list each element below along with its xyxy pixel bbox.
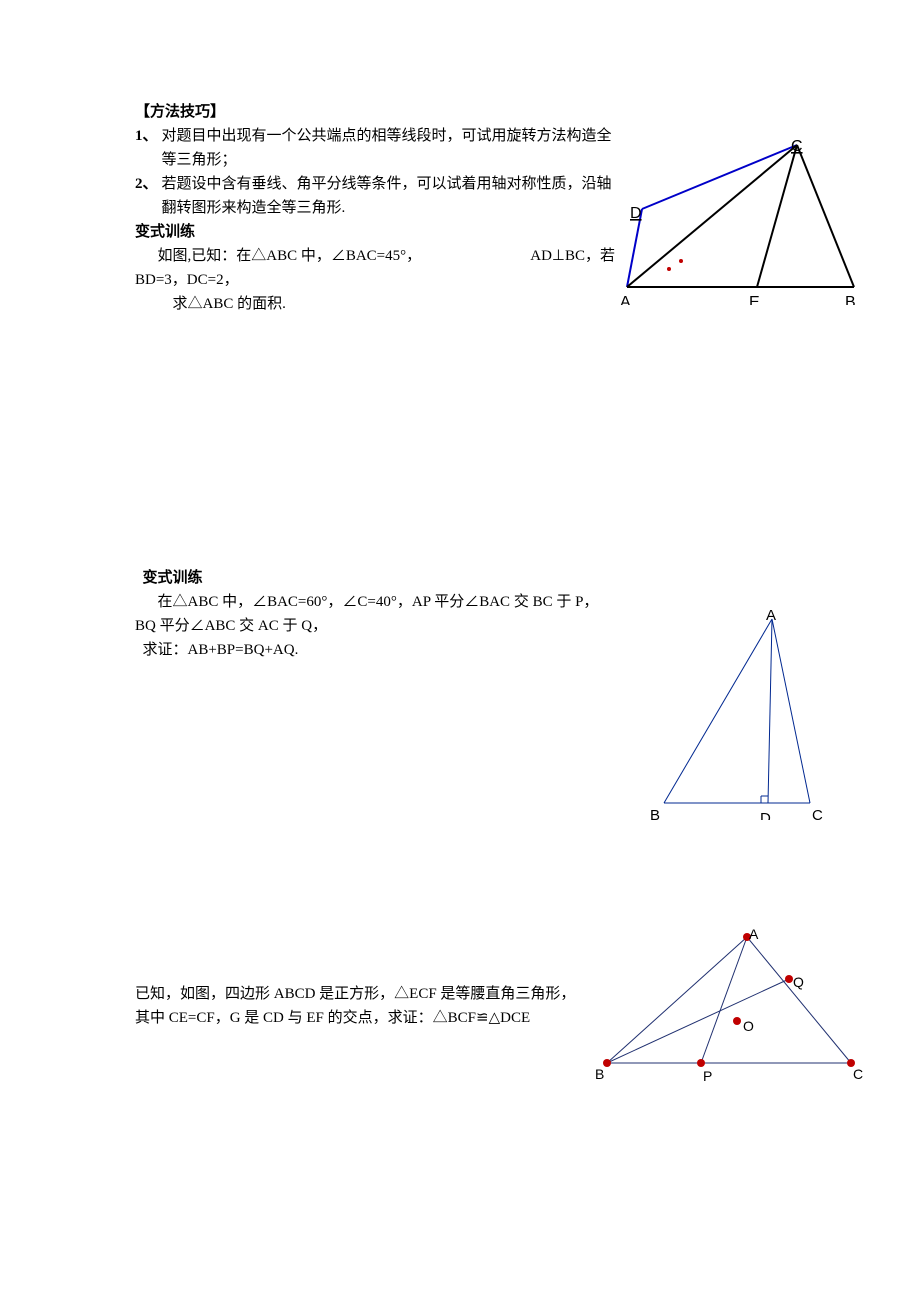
method-item-2: 2、 若题设中含有垂线、角平分线等条件，可以试着用轴对称性质，沿轴翻转图形来构造… bbox=[135, 172, 615, 220]
svg-text:B: B bbox=[595, 1066, 604, 1082]
diagram-3-triangle: A B C P Q O bbox=[595, 925, 867, 1085]
svg-text:P: P bbox=[703, 1068, 712, 1084]
method-skills-title: 【方法技巧】 bbox=[135, 100, 615, 124]
svg-text:E: E bbox=[749, 294, 760, 305]
problem-3-line2: 其中 CE=CF，G 是 CD 与 EF 的交点，求证：△BCF≌△DCE bbox=[135, 1006, 615, 1030]
svg-text:C: C bbox=[853, 1066, 863, 1082]
problem-2-line3: 求证：AB+BP=BQ+AQ. bbox=[135, 638, 615, 662]
method-item-2-text: 若题设中含有垂线、角平分线等条件，可以试着用轴对称性质，沿轴翻转图形来构造全等三… bbox=[162, 172, 615, 220]
problem-1-line1: 如图,已知：在△ABC 中，∠BAC=45°， AD⊥BC，若 bbox=[135, 244, 615, 268]
svg-text:A: A bbox=[620, 294, 631, 305]
method-item-1-text: 对题目中出现有一个公共端点的相等线段时，可试用旋转方法构造全等三角形； bbox=[162, 124, 615, 172]
method-item-1-num: 1、 bbox=[135, 124, 158, 172]
svg-text:B: B bbox=[650, 807, 660, 820]
svg-text:C: C bbox=[812, 807, 823, 820]
svg-text:O: O bbox=[743, 1018, 754, 1034]
problem-2-line2: BQ 平分∠ABC 交 AC 于 Q， bbox=[135, 614, 615, 638]
problem-1-line1-left: 如图,已知：在△ABC 中，∠BAC=45°， bbox=[135, 244, 421, 268]
problem-1-line3: 求△ABC 的面积. bbox=[135, 292, 615, 316]
method-item-2-num: 2、 bbox=[135, 172, 158, 220]
svg-text:Q: Q bbox=[793, 974, 804, 990]
svg-text:D: D bbox=[760, 810, 771, 820]
svg-text:D: D bbox=[630, 205, 642, 222]
problem-2-line1: 在△ABC 中，∠BAC=60°，∠C=40°，AP 平分∠BAC 交 BC 于… bbox=[135, 590, 615, 614]
svg-text:B: B bbox=[845, 294, 856, 305]
variant-title-1: 变式训练 bbox=[135, 220, 615, 244]
svg-text:C: C bbox=[791, 138, 803, 155]
variant-title-2: 变式训练 bbox=[135, 566, 615, 590]
problem-1-line2: BD=3，DC=2， bbox=[135, 268, 615, 292]
svg-text:A: A bbox=[749, 926, 759, 942]
svg-text:A: A bbox=[766, 607, 776, 624]
problem-1-line1-right: AD⊥BC，若 bbox=[530, 244, 615, 268]
problem-3-line1: 已知，如图，四边形 ABCD 是正方形，△ECF 是等腰直角三角形， bbox=[135, 982, 615, 1006]
diagram-2-triangle: A B C D bbox=[650, 605, 830, 820]
method-item-1: 1、 对题目中出现有一个公共端点的相等线段时，可试用旋转方法构造全等三角形； bbox=[135, 124, 615, 172]
diagram-1-triangle: A B C D E bbox=[617, 135, 862, 305]
